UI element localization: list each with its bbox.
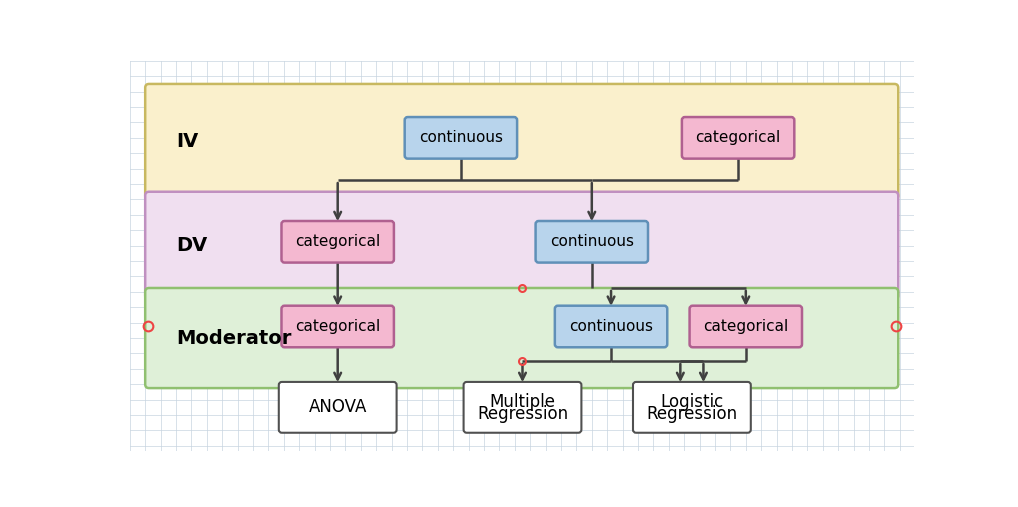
Text: categorical: categorical [295,234,381,249]
FancyBboxPatch shape [146,288,898,388]
FancyBboxPatch shape [146,84,898,199]
FancyBboxPatch shape [555,306,667,347]
FancyBboxPatch shape [279,382,397,433]
Text: categorical: categorical [695,130,781,146]
Text: Moderator: Moderator [176,329,291,347]
Text: categorical: categorical [295,319,381,334]
FancyBboxPatch shape [405,117,517,159]
Text: categorical: categorical [703,319,788,334]
Text: continuous: continuous [418,130,503,146]
FancyBboxPatch shape [463,382,581,433]
Text: ANOVA: ANOVA [308,399,366,416]
FancyBboxPatch shape [682,117,794,159]
Text: Logistic: Logistic [661,393,724,411]
Text: continuous: continuous [550,234,634,249]
Text: Regression: Regression [476,405,568,423]
Text: IV: IV [176,132,199,151]
Text: continuous: continuous [569,319,653,334]
FancyBboxPatch shape [633,382,751,433]
FancyBboxPatch shape [535,221,648,263]
FancyBboxPatch shape [282,221,394,263]
Text: Multiple: Multiple [490,393,556,411]
FancyBboxPatch shape [689,306,802,347]
FancyBboxPatch shape [146,192,898,300]
Text: DV: DV [176,236,208,255]
FancyBboxPatch shape [282,306,394,347]
Text: Regression: Regression [646,405,737,423]
